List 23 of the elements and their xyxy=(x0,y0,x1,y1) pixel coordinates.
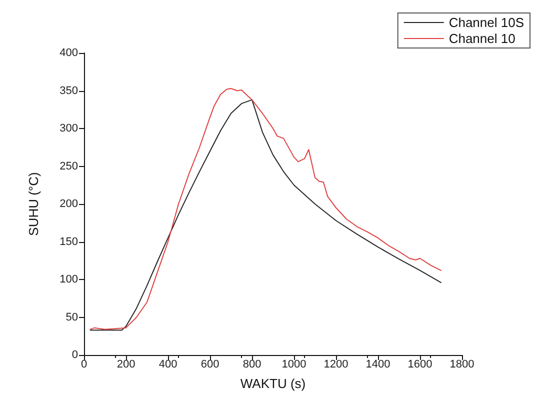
x-tick-label: 1800 xyxy=(450,358,474,370)
x-tick-label: 200 xyxy=(116,358,136,370)
x-tick-label: 600 xyxy=(200,358,220,370)
y-tick-label: 150 xyxy=(60,236,78,248)
x-axis-title: WAKTU (s) xyxy=(240,376,306,391)
legend-label: Channel 10S xyxy=(448,15,524,30)
y-tick-label: 300 xyxy=(60,122,78,134)
y-tick-label: 0 xyxy=(72,349,78,361)
y-tick-label: 250 xyxy=(60,160,78,172)
y-tick-label: 400 xyxy=(60,47,78,59)
x-tick-label: 1600 xyxy=(408,358,432,370)
x-tick-label: 1000 xyxy=(282,358,306,370)
y-tick-label: 50 xyxy=(66,311,78,324)
legend-label: Channel 10 xyxy=(448,31,516,46)
x-tick-label: 0 xyxy=(80,358,88,370)
x-tick-label: 400 xyxy=(158,358,178,370)
y-tick-label: 100 xyxy=(60,274,78,286)
y-axis-title: SUHU (°C) xyxy=(26,172,41,236)
x-tick-label: 1200 xyxy=(324,358,348,370)
y-tick-label: 200 xyxy=(60,198,78,210)
x-tick-label: 1400 xyxy=(366,358,390,370)
x-tick-label: 800 xyxy=(242,358,262,370)
y-tick-label: 350 xyxy=(60,84,78,97)
